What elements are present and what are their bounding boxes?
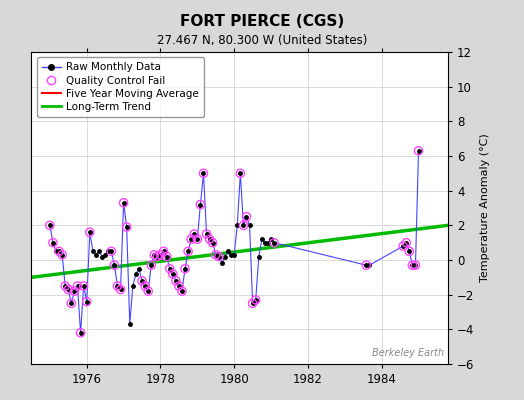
Quality Control Fail — [107, 248, 115, 254]
Raw Monthly Data — [121, 200, 127, 205]
Quality Control Fail — [123, 224, 131, 230]
Raw Monthly Data — [47, 223, 53, 228]
Raw Monthly Data — [78, 330, 84, 335]
Quality Control Fail — [77, 330, 85, 336]
Quality Control Fail — [144, 288, 152, 294]
Quality Control Fail — [362, 262, 370, 268]
Quality Control Fail — [67, 300, 75, 306]
Quality Control Fail — [70, 288, 79, 294]
Quality Control Fail — [184, 248, 192, 254]
Line: Raw Monthly Data: Raw Monthly Data — [48, 149, 420, 334]
Quality Control Fail — [402, 240, 410, 246]
Quality Control Fail — [172, 278, 180, 284]
Quality Control Fail — [174, 283, 183, 289]
Quality Control Fail — [209, 240, 217, 246]
Quality Control Fail — [156, 252, 165, 258]
Raw Monthly Data — [416, 148, 422, 153]
Quality Control Fail — [159, 248, 168, 254]
Quality Control Fail — [239, 222, 248, 228]
Quality Control Fail — [405, 248, 413, 254]
Quality Control Fail — [64, 286, 72, 293]
Quality Control Fail — [153, 253, 161, 260]
Quality Control Fail — [202, 231, 211, 237]
Text: Berkeley Earth: Berkeley Earth — [372, 348, 444, 358]
Quality Control Fail — [55, 248, 63, 254]
Legend: Raw Monthly Data, Quality Control Fail, Five Year Moving Average, Long-Term Tren: Raw Monthly Data, Quality Control Fail, … — [37, 57, 204, 117]
Quality Control Fail — [80, 283, 88, 289]
Quality Control Fail — [147, 262, 156, 268]
Quality Control Fail — [205, 236, 214, 242]
Quality Control Fail — [113, 283, 122, 289]
Quality Control Fail — [193, 236, 202, 242]
Quality Control Fail — [169, 271, 177, 277]
Quality Control Fail — [248, 300, 257, 306]
Quality Control Fail — [61, 283, 70, 289]
Quality Control Fail — [116, 286, 125, 293]
Quality Control Fail — [215, 253, 223, 260]
Quality Control Fail — [73, 283, 82, 289]
Quality Control Fail — [242, 214, 250, 220]
Quality Control Fail — [190, 231, 199, 237]
Text: FORT PIERCE (CGS): FORT PIERCE (CGS) — [180, 14, 344, 29]
Quality Control Fail — [199, 170, 208, 176]
Quality Control Fail — [411, 262, 420, 268]
Quality Control Fail — [150, 252, 158, 258]
Quality Control Fail — [270, 240, 278, 246]
Quality Control Fail — [187, 236, 195, 242]
Quality Control Fail — [399, 243, 407, 249]
Quality Control Fail — [414, 148, 423, 154]
Quality Control Fail — [166, 266, 174, 272]
Quality Control Fail — [162, 253, 171, 260]
Raw Monthly Data — [167, 266, 173, 271]
Quality Control Fail — [212, 252, 220, 258]
Raw Monthly Data — [243, 214, 249, 219]
Quality Control Fail — [408, 262, 417, 268]
Quality Control Fail — [196, 201, 204, 208]
Quality Control Fail — [178, 288, 186, 294]
Raw Monthly Data — [117, 287, 124, 292]
Quality Control Fail — [141, 283, 149, 289]
Quality Control Fail — [58, 252, 67, 258]
Quality Control Fail — [252, 297, 260, 303]
Text: 27.467 N, 80.300 W (United States): 27.467 N, 80.300 W (United States) — [157, 34, 367, 47]
Quality Control Fail — [138, 278, 146, 284]
Quality Control Fail — [236, 170, 245, 176]
Quality Control Fail — [181, 266, 189, 272]
Quality Control Fail — [119, 200, 128, 206]
Y-axis label: Temperature Anomaly (°C): Temperature Anomaly (°C) — [480, 134, 490, 282]
Raw Monthly Data — [249, 301, 256, 306]
Quality Control Fail — [46, 222, 54, 228]
Quality Control Fail — [83, 298, 91, 305]
Quality Control Fail — [85, 229, 94, 236]
Quality Control Fail — [49, 240, 57, 246]
Raw Monthly Data — [108, 249, 114, 254]
Quality Control Fail — [110, 262, 118, 268]
